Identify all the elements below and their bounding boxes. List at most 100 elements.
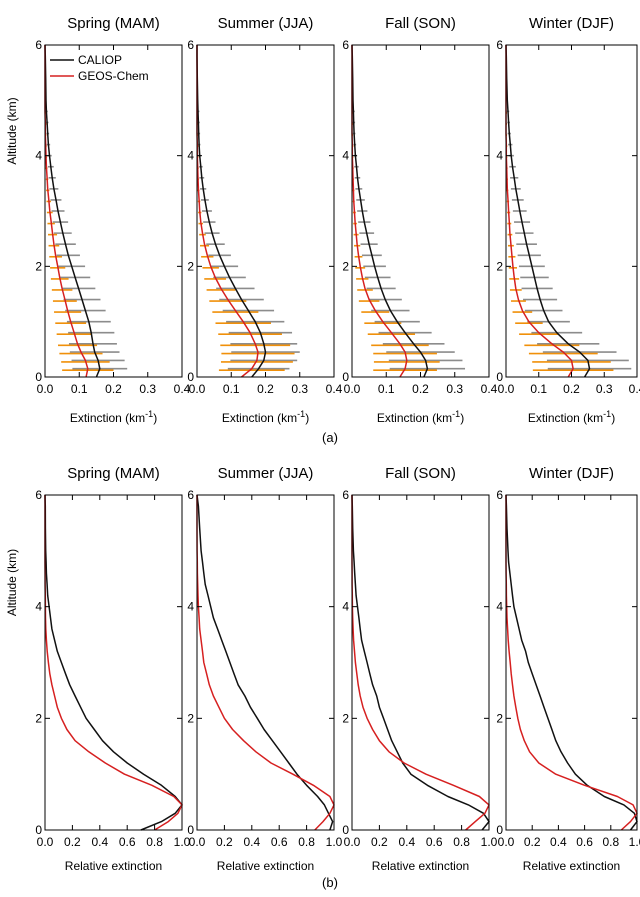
y-tick-label: 4 [35, 149, 42, 163]
y-tick-label: 4 [187, 149, 194, 163]
geos-chem-profile-line [351, 495, 490, 831]
x-tick-label: 0.0 [189, 382, 206, 396]
x-tick-label: 1.0 [481, 835, 498, 849]
x-tick-label: 0.4 [326, 382, 343, 396]
y-tick-label: 0 [496, 823, 503, 837]
panel-title: Winter (DJF) [529, 465, 614, 482]
x-tick-label: 0.2 [216, 835, 233, 849]
x-tick-label: 0.3 [596, 382, 613, 396]
x-tick-label: 0.3 [291, 382, 308, 396]
panel-title: Winter (DJF) [529, 15, 614, 32]
y-tick-label: 4 [187, 600, 194, 614]
y-tick-label: 2 [342, 711, 349, 725]
x-tick-label: 0.2 [64, 835, 81, 849]
x-tick-label: 0.6 [119, 835, 136, 849]
x-tick-label: 0.6 [271, 835, 288, 849]
x-tick-label: 0.4 [398, 835, 415, 849]
caliop-profile-line [196, 45, 267, 378]
y-tick-label: 4 [496, 149, 503, 163]
x-tick-label: 0.0 [498, 835, 515, 849]
panel-b-4: Winter (DJF) 0 2 4 6 0.0 0.2 0.4 0.6 0.8 1.0 Relati… [496, 465, 640, 873]
geos-chem-profile-line [44, 45, 89, 378]
x-tick-label: 0.0 [37, 382, 54, 396]
panel-frame [44, 494, 183, 831]
y-tick-label: 2 [342, 259, 349, 273]
x-tick-label: 0.4 [481, 382, 498, 396]
y-tick-label: 6 [35, 38, 42, 52]
caliop-profile-line [44, 44, 101, 378]
y-axis-label: Altitude (km) [5, 549, 19, 616]
x-tick-label: 1.0 [326, 835, 343, 849]
x-tick-label: 0.2 [371, 835, 388, 849]
y-tick-label: 0 [342, 823, 349, 837]
legend-caliop-label: CALIOP [78, 53, 122, 67]
x-tick-label: 0.0 [344, 382, 361, 396]
caliop-profile-line [196, 494, 334, 831]
panel-b-3: Fall (SON) 0 2 4 6 0.0 0.2 0.4 0.6 0.8 1.0 Relative… [342, 465, 497, 873]
x-tick-label: 0.4 [174, 382, 191, 396]
x-tick-label: 0.2 [105, 382, 122, 396]
panel-frame [351, 44, 490, 378]
x-axis-label: Extinction (km-1) [377, 409, 464, 425]
x-tick-label: 0.3 [139, 382, 156, 396]
panel-b-1: Spring (MAM) 0 2 4 6 0.0 0.2 0.4 0.6 0.8 1.0 Relati… [5, 465, 191, 873]
x-axis-label: Relative extinction [523, 859, 620, 873]
row-label-b: (b) [322, 875, 338, 890]
y-tick-label: 6 [342, 38, 349, 52]
legend-geos-chem-label: GEOS-Chem [78, 69, 149, 83]
panel-title: Fall (SON) [385, 465, 456, 482]
panel-frame [196, 44, 335, 378]
panel-a-1: Spring (MAM) 0 2 4 6 0.0 0.1 0.2 0.3 0.4 Extinctio… [5, 15, 191, 425]
y-tick-label: 6 [496, 488, 503, 502]
y-tick-label: 6 [35, 488, 42, 502]
x-tick-label: 0.6 [576, 835, 593, 849]
y-tick-label: 0 [496, 370, 503, 384]
caliop-profile-line [351, 44, 429, 378]
panel-title: Summer (JJA) [218, 15, 314, 32]
panel-frame [196, 494, 335, 831]
x-tick-label: 0.4 [629, 382, 640, 396]
panel-title: Summer (JJA) [218, 465, 314, 482]
y-tick-label: 0 [187, 823, 194, 837]
x-axis-label: Relative extinction [65, 859, 162, 873]
panel-title: Spring (MAM) [67, 15, 160, 32]
y-axis-label: Altitude (km) [5, 97, 19, 164]
panel-frame [351, 494, 490, 831]
y-tick-label: 2 [35, 259, 42, 273]
x-tick-label: 0.0 [37, 835, 54, 849]
x-axis-label: Extinction (km-1) [70, 409, 157, 425]
x-tick-label: 0.1 [223, 382, 240, 396]
y-tick-label: 6 [342, 488, 349, 502]
legend: CALIOP GEOS-Chem [50, 53, 149, 83]
caliop-profile-line [44, 494, 183, 831]
panel-a-2: Summer (JJA) 0 2 4 6 0.0 0.1 0.2 0.3 0.4 Extinctio… [187, 15, 342, 425]
panel-a-4: Winter (DJF) 0 2 4 6 0.0 0.1 0.2 0.3 0.4 Extinctio… [496, 15, 640, 425]
x-tick-label: 0.8 [146, 835, 163, 849]
y-tick-label: 4 [342, 149, 349, 163]
y-tick-label: 2 [496, 711, 503, 725]
x-tick-label: 0.0 [498, 382, 515, 396]
x-tick-label: 0.8 [602, 835, 619, 849]
x-axis-label: Extinction (km-1) [222, 409, 309, 425]
y-tick-label: 4 [35, 600, 42, 614]
x-tick-label: 0.2 [412, 382, 429, 396]
x-tick-label: 0.3 [446, 382, 463, 396]
x-tick-label: 1.0 [174, 835, 191, 849]
x-tick-label: 0.2 [257, 382, 274, 396]
y-tick-label: 0 [342, 370, 349, 384]
y-tick-label: 2 [35, 711, 42, 725]
y-tick-label: 6 [496, 38, 503, 52]
y-tick-label: 2 [496, 259, 503, 273]
y-tick-label: 2 [187, 259, 194, 273]
x-tick-label: 0.1 [530, 382, 547, 396]
caliop-profile-line [505, 44, 591, 378]
x-tick-label: 0.1 [378, 382, 395, 396]
x-tick-label: 0.6 [426, 835, 443, 849]
row-label-a: (a) [322, 430, 338, 445]
y-tick-label: 0 [35, 823, 42, 837]
panel-frame [44, 44, 183, 378]
x-axis-label: Relative extinction [372, 859, 469, 873]
x-tick-label: 0.4 [91, 835, 108, 849]
x-tick-label: 0.2 [563, 382, 580, 396]
panel-frame [505, 494, 638, 831]
